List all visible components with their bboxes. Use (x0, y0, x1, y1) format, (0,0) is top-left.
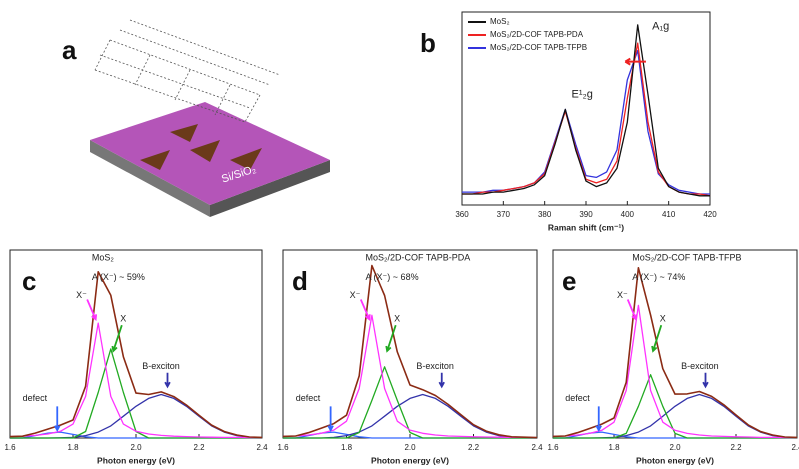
arrow (595, 406, 602, 432)
annotation: MoS₂/2D-COF TAPB-PDA (366, 252, 471, 262)
shift-arrow (624, 57, 646, 66)
arrow (111, 324, 123, 353)
chart-panel: 1.6 1.8 2.0 2.2 2.4 Photon energy (eV) d MoS₂/2… (277, 249, 543, 465)
arrow (86, 299, 98, 321)
panel-label: a (62, 35, 77, 65)
x-tick-label: 2.4 (531, 443, 543, 452)
annotation: B-exciton (142, 361, 180, 371)
annotation: A (X⁻) ~ 68% (366, 272, 419, 282)
x-axis-label: Photon energy (eV) (97, 455, 175, 465)
legend-label: MoS₂ (490, 17, 510, 26)
x-tick-label: 2.4 (256, 443, 268, 452)
x-tick-label: 2.4 (791, 443, 799, 452)
arrow (651, 324, 663, 353)
annotation: defect (296, 393, 321, 403)
annotation: B-exciton (416, 361, 454, 371)
chart-panel: 1.6 1.8 2.0 2.2 2.4 Photon energy (eV) c MoS₂ A … (4, 249, 268, 465)
annotation: E¹₂g (572, 89, 593, 101)
series-line (552, 304, 797, 439)
x-tick-label: 420 (703, 210, 717, 219)
x-tick-label: 370 (497, 210, 511, 219)
x-tick-label: 410 (662, 210, 676, 219)
chart-panel: 1.6 1.8 2.0 2.2 2.4 Photon energy (eV) e MoS₂/2… (547, 249, 799, 465)
x-tick-label: 360 (455, 210, 469, 219)
annotation: defect (23, 393, 48, 403)
x-tick-label: 390 (579, 210, 593, 219)
annotation: MoS₂ (92, 252, 115, 262)
series-line (282, 314, 538, 439)
x-tick-label: 1.8 (608, 443, 620, 452)
arrow (164, 372, 171, 389)
series-line (9, 322, 262, 439)
series-line (462, 24, 710, 197)
panel-label: c (22, 266, 36, 296)
x-tick-label: 1.6 (4, 443, 16, 452)
x-tick-label: 2.0 (404, 443, 416, 452)
x-tick-label: 1.6 (277, 443, 289, 452)
triangles (140, 124, 262, 170)
x-tick-label: 400 (621, 210, 635, 219)
x-tick-label: 2.0 (669, 443, 681, 452)
annotation: MoS₂/2D-COF TAPB-TFPB (632, 252, 741, 262)
slab-side (90, 140, 210, 217)
x-tick-label: 2.2 (193, 443, 205, 452)
series-line (462, 49, 710, 195)
arrow (626, 299, 638, 321)
arrow (359, 299, 371, 321)
arrow (54, 406, 61, 432)
x-axis-label: Photon energy (eV) (371, 455, 449, 465)
arrow (438, 372, 445, 389)
annotation: X⁻ (617, 290, 628, 300)
legend-label: MoS₂/2D-COF TAPB-TFPB (490, 43, 587, 52)
arrow (327, 406, 334, 432)
annotation: X⁻ (350, 290, 361, 300)
arrow (702, 372, 709, 389)
annotation: A (X⁻) ~ 59% (92, 272, 145, 282)
x-tick-label: 2.0 (130, 443, 142, 452)
annotation: X (660, 314, 666, 324)
chart-panel: 360 370 380 390 400 410 420 Raman shift (cm⁻¹) b… (420, 11, 717, 232)
x-tick-label: 2.2 (730, 443, 742, 452)
annotation: A₁g (652, 21, 669, 33)
series-line (283, 366, 537, 439)
series-line (552, 267, 798, 439)
annotation: B-exciton (681, 361, 719, 371)
panel-label: e (562, 266, 576, 296)
x-tick-label: 1.8 (67, 443, 79, 452)
annotation: defect (565, 393, 590, 403)
x-tick-label: 2.2 (468, 443, 480, 452)
series-line (282, 264, 538, 439)
legend-label: MoS₂/2D-COF TAPB-PDA (490, 30, 584, 39)
lattice (94, 19, 281, 123)
panel-label: d (292, 266, 308, 296)
annotation: X⁻ (76, 290, 87, 300)
arrow (385, 324, 397, 353)
schematic: a Si/SiO₂ (62, 19, 330, 217)
x-tick-label: 1.6 (547, 443, 559, 452)
series-line (553, 374, 797, 439)
x-axis-label: Raman shift (cm⁻¹) (548, 222, 624, 232)
annotation: A (X⁻) ~ 74% (632, 272, 685, 282)
panel-label: b (420, 28, 436, 58)
series-line (462, 42, 711, 197)
series-line (9, 271, 263, 439)
x-tick-label: 1.8 (341, 443, 353, 452)
slab-side (210, 160, 330, 217)
annotation: X (394, 314, 400, 324)
annotation: X (120, 314, 126, 324)
x-axis-label: Photon energy (eV) (636, 455, 714, 465)
x-tick-label: 380 (538, 210, 552, 219)
